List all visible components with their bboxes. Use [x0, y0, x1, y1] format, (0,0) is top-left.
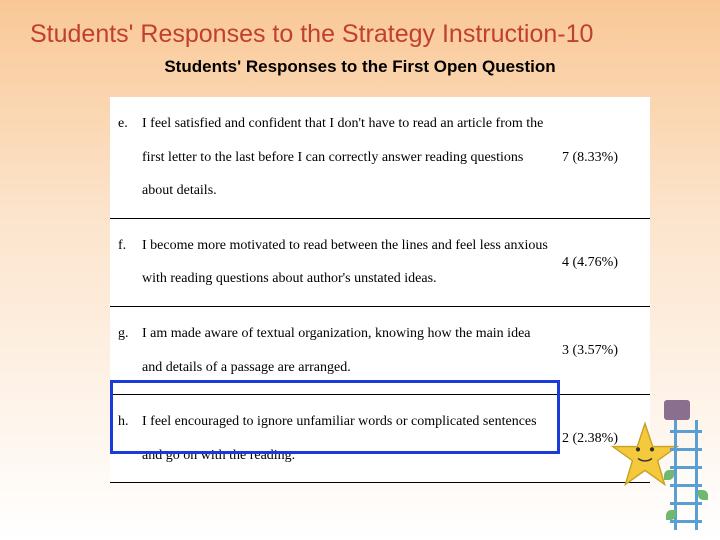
table-row: e. I feel satisfied and confident that I… — [110, 97, 650, 219]
row-letter: h. — [118, 405, 142, 472]
row-count: 7 (8.33%) — [562, 107, 642, 208]
row-letter: g. — [118, 317, 142, 384]
tv-icon — [664, 400, 690, 420]
table-row: g. I am made aware of textual organizati… — [110, 307, 650, 395]
row-count: 3 (3.57%) — [562, 317, 642, 384]
slide-title: Students' Responses to the Strategy Inst… — [0, 0, 720, 57]
row-text: I feel satisfied and confident that I do… — [142, 107, 562, 208]
response-table: e. I feel satisfied and confident that I… — [110, 97, 650, 483]
ladder-icon — [670, 420, 702, 530]
table-row: f. I become more motivated to read betwe… — [110, 219, 650, 307]
table-row: h. I feel encouraged to ignore unfamilia… — [110, 395, 650, 483]
row-text: I become more motivated to read between … — [142, 229, 562, 296]
row-letter: e. — [118, 107, 142, 208]
corner-decoration — [610, 400, 710, 530]
row-letter: f. — [118, 229, 142, 296]
row-count: 4 (4.76%) — [562, 229, 642, 296]
row-text: I feel encouraged to ignore unfamiliar w… — [142, 405, 562, 472]
row-text: I am made aware of textual organization,… — [142, 317, 562, 384]
slide-subtitle: Students' Responses to the First Open Qu… — [0, 57, 720, 77]
